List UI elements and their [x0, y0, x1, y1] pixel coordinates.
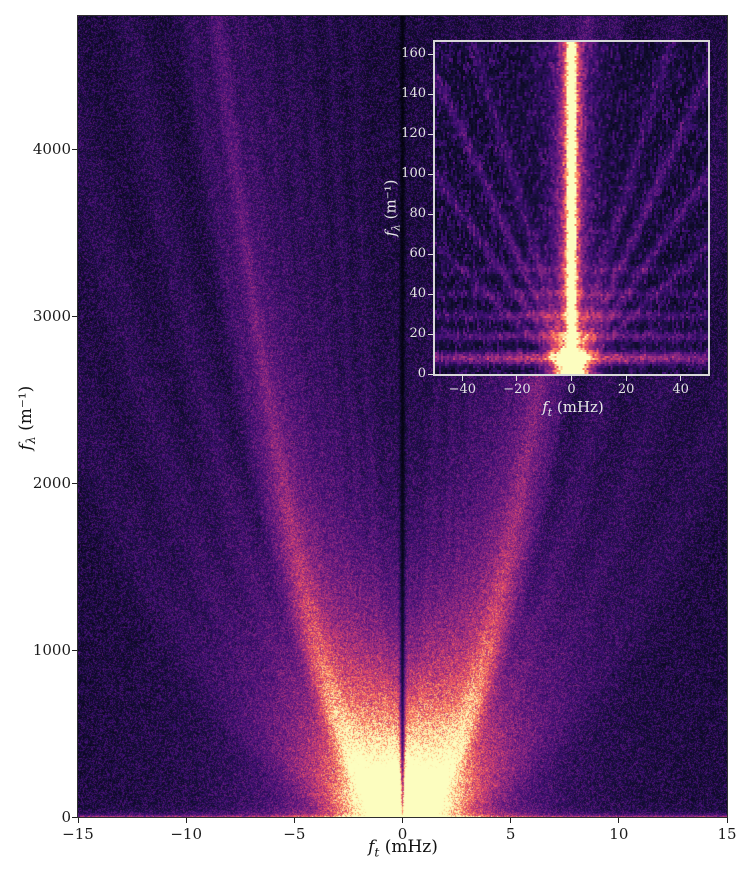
main-x-axis-subscript: t [374, 845, 380, 860]
inset-plot-area [433, 40, 710, 376]
inset-spectrum-y-tick [428, 373, 433, 375]
main-spectrum-x-tick [293, 818, 295, 823]
inset-y-axis-unit: (m⁻¹) [381, 179, 400, 225]
inset-y-axis-variable: f [381, 230, 400, 237]
inset-spectrum-y-tick-label: 160 [401, 46, 426, 61]
inset-spectrum-y-tick [428, 253, 433, 255]
inset-spectrum-y-tick-label: 0 [417, 366, 426, 381]
inset-spectrum-y-tick-label: 20 [409, 326, 426, 341]
inset-spectrum-x-tick-label: 0 [567, 382, 576, 397]
inset-spectrum-x-tick-label: 40 [672, 382, 689, 397]
main-y-axis-subscript: λ [24, 436, 39, 445]
inset-spectrum-y-tick-label: 100 [401, 166, 426, 181]
main-x-axis-unit: (mHz) [379, 837, 438, 857]
main-spectrum-y-tick [72, 315, 77, 317]
inset-spectrum-y-tick-label: 60 [409, 246, 426, 261]
inset-spectrum-y-tick [428, 93, 433, 95]
main-spectrum-y-tick [72, 482, 77, 484]
main-spectrum-x-tick-label: −15 [62, 825, 94, 843]
main-spectrum-y-tick [72, 649, 77, 651]
inset-spectrum-x-tick [516, 376, 518, 381]
inset-spectrum-y-tick [428, 333, 433, 335]
inset-x-axis-label: ft (mHz) [542, 398, 604, 419]
main-spectrum-x-tick [402, 818, 403, 823]
main-spectrum-x-tick-label: −10 [170, 825, 202, 843]
main-spectrum-y-tick-label: 2000 [32, 473, 71, 492]
main-spectrum-y-tick [72, 149, 77, 150]
main-spectrum-x-tick [618, 818, 620, 823]
inset-spectrum-y-tick-label: 140 [401, 86, 426, 101]
inset-spectrum-x-tick-label: −20 [503, 382, 531, 397]
inset-spectrum-y-tick [428, 53, 433, 55]
main-x-axis-variable: f [368, 837, 375, 857]
inset-spectrum-x-tick [461, 376, 463, 381]
main-spectrum-x-tick-label: 15 [717, 825, 737, 843]
inset-spectrum-x-tick [571, 376, 572, 381]
inset-spectrum-y-tick [428, 173, 433, 175]
main-spectrum-y-tick-label: 0 [61, 807, 71, 826]
inset-y-axis-subscript: λ [389, 224, 403, 231]
main-spectrum-x-tick [185, 818, 187, 823]
inset-spectrum-y-tick-label: 120 [401, 126, 426, 141]
inset-spectrum-y-tick-label: 40 [409, 286, 426, 301]
main-x-axis-label: ft (mHz) [368, 837, 438, 859]
main-spectrum-x-tick [726, 818, 728, 823]
inset-spectrum-y-tick [428, 213, 433, 215]
main-spectrum-y-tick-label: 1000 [32, 640, 71, 659]
main-spectrum-y-tick [72, 816, 77, 818]
main-spectrum-x-tick-label: 5 [505, 825, 516, 843]
inset-spectrum-x-tick [625, 376, 627, 381]
main-spectrum-x-tick-label: −5 [283, 825, 306, 843]
main-spectrum-x-tick [510, 818, 512, 823]
inset-heatmap-canvas [435, 42, 708, 374]
inset-spectrum-y-tick [428, 293, 433, 295]
main-y-axis-unit: (m⁻¹) [15, 385, 36, 437]
main-spectrum-x-tick [77, 818, 79, 823]
inset-spectrum-x-tick-label: −40 [448, 382, 477, 397]
inset-x-axis-unit: (mHz) [552, 398, 604, 416]
inset-spectrum-y-tick-label: 80 [409, 206, 426, 221]
main-spectrum-x-tick-label: 10 [609, 825, 629, 843]
inset-x-axis-variable: f [542, 398, 548, 416]
main-y-axis-variable: f [15, 444, 36, 451]
main-spectrum-x-tick-label: 0 [397, 825, 408, 843]
inset-y-axis-label: fλ (m⁻¹) [382, 179, 403, 236]
inset-spectrum-x-tick [680, 376, 682, 381]
inset-spectrum-y-tick [428, 133, 433, 135]
main-spectrum-y-tick-label: 4000 [32, 140, 71, 158]
main-y-axis-label: fλ (m⁻¹) [16, 386, 38, 451]
inset-x-axis-subscript: t [547, 406, 553, 419]
main-spectrum-y-tick-label: 3000 [32, 306, 71, 325]
inset-spectrum-x-tick-label: 20 [617, 382, 635, 397]
